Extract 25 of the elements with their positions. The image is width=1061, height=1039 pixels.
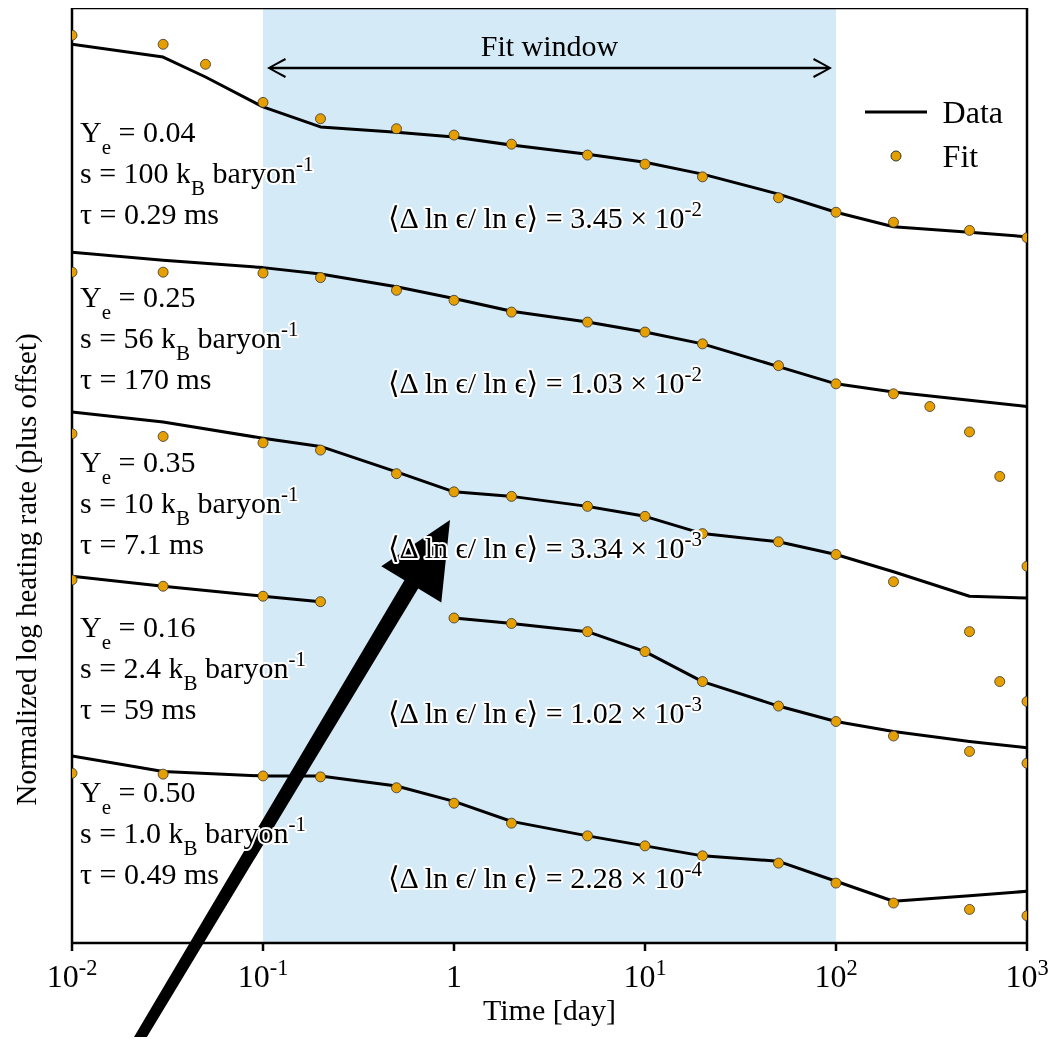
annotation: Y$_{e}$ = 0.16 (80, 610, 196, 654)
annotation: Y$_{e}$ = 0.04 (80, 115, 196, 159)
annotation: ⟨Δ ln ϵ/ ln ϵ⟩ = 3.45 × 10$^{-2}$ (387, 197, 703, 234)
x-axis-title: Time [day] (482, 993, 617, 1026)
annotation: ⟨Δ ln ϵ/ ln ϵ⟩ = 1.03 × 10$^{-2}$ (387, 362, 703, 399)
x-tick-label: 10$^{2}$ (814, 954, 858, 994)
x-tick-label: 10$^{-2}$ (46, 954, 98, 994)
annotation: τ = 170 ms (80, 362, 212, 395)
x-tick-label: 10$^{-1}$ (237, 954, 289, 994)
legend-label: Fit (942, 137, 979, 176)
band-label: Fit window (480, 29, 619, 62)
annotation: τ = 0.49 ms (80, 857, 219, 890)
annotation: Y$_{e}$ = 0.50 (80, 775, 196, 819)
annotation: τ = 59 ms (80, 692, 197, 725)
annotation: τ = 7.1 ms (80, 527, 204, 560)
annotation: Y$_{e}$ = 0.35 (80, 445, 196, 489)
x-tick-label: 1 (446, 958, 462, 994)
annotation: Y$_{e}$ = 0.25 (80, 280, 196, 324)
y-axis-title: Normalized log heating rate (plus offset) (10, 333, 44, 806)
annotation: τ = 0.29 ms (80, 197, 219, 230)
x-tick-label: 10$^{3}$ (1005, 954, 1049, 994)
annotation: ⟨Δ ln ϵ/ ln ϵ⟩ = 1.02 × 10$^{-3}$ (387, 692, 703, 729)
legend-label: Data (942, 93, 1003, 132)
annotation: ⟨Δ ln ϵ/ ln ϵ⟩ = 2.28 × 10$^{-4}$ (387, 857, 703, 894)
x-tick-label: 10$^{1}$ (623, 954, 667, 994)
